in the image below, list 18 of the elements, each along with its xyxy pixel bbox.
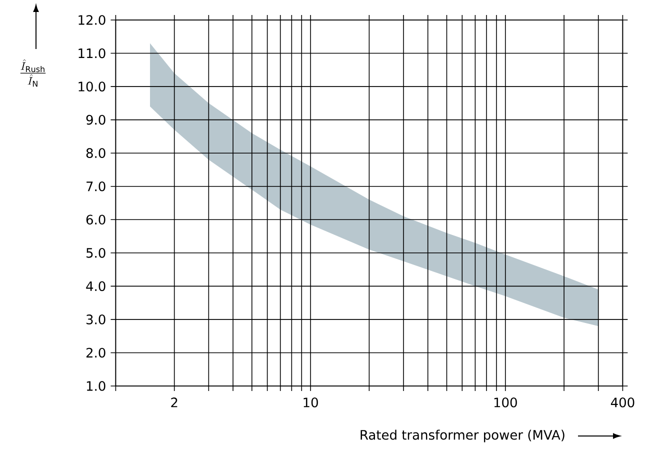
y-tick-label: 2.0 — [86, 348, 106, 358]
x-tick-label: 2 — [171, 398, 178, 408]
y-tick-label: 5.0 — [86, 248, 106, 258]
x-axis-title: Rated transformer power (MVA) — [360, 430, 564, 442]
y-tick-label: 1.0 — [86, 381, 106, 391]
y-tick-label: 10.0 — [78, 82, 106, 92]
y-tick-label: 7.0 — [86, 181, 106, 192]
x-tick-label: 10 — [304, 398, 318, 408]
y-tick-label: 12.0 — [78, 15, 106, 25]
y-tick-label: 11.0 — [78, 48, 106, 58]
y-tick-label: 6.0 — [86, 214, 106, 225]
y-tick-label: 8.0 — [86, 148, 106, 158]
y-tick-label: 4.0 — [86, 281, 106, 292]
y-tick-label: 9.0 — [86, 114, 106, 125]
y-axis-title: $\frac{\hat{I}_{\mathrm{Rush}}}{\hat{I}_{\mathrm{N}}}$ — [20, 59, 46, 87]
y-tick-label: 3.0 — [86, 314, 106, 324]
x-tick-label: 400 — [610, 398, 634, 408]
x-tick-label: 100 — [494, 398, 517, 408]
